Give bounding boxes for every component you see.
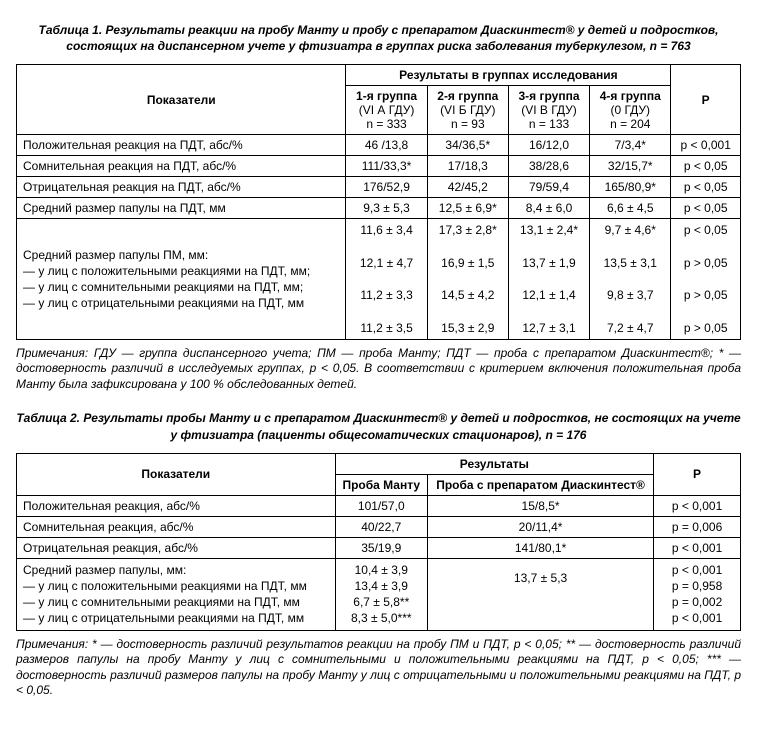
table-row: Сомнительная реакция, абс/%40/22,720/11,… <box>17 516 741 537</box>
t2-h-indicators: Показатели <box>17 453 336 495</box>
table-row: Средний размер папулы на ПДТ, мм9,3 ± 5,… <box>17 198 741 219</box>
t2-c2: Проба с препаратом Диаскинтест® <box>427 474 653 495</box>
table-row: Отрицательная реакция, абс/%35/19,9141/8… <box>17 537 741 558</box>
t1-g1: 1-я группа(VI А ГДУ)n = 333 <box>346 86 427 135</box>
table-row: Сомнительная реакция на ПДТ, абс/%111/33… <box>17 156 741 177</box>
table1-title: Таблица 1. Результаты реакции на пробу М… <box>16 22 741 54</box>
table1-note: Примечания: ГДУ — группа диспансерного у… <box>16 346 741 393</box>
t1-h-p: P <box>671 65 741 135</box>
table2-title: Таблица 2. Результаты пробы Манту и с пр… <box>16 410 741 442</box>
t1-h-indicators: Показатели <box>17 65 346 135</box>
table-row: Положительная реакция на ПДТ, абс/%46 /1… <box>17 135 741 156</box>
t2-h-p: P <box>654 453 741 495</box>
t1-g3: 3-я группа(VI В ГДУ)n = 133 <box>508 86 589 135</box>
table2: Показатели Результаты P Проба Манту Проб… <box>16 453 741 631</box>
t1-h-results: Результаты в группах исследования <box>346 65 671 86</box>
table-row: Средний размер папулы, мм:— у лиц с поло… <box>17 558 741 630</box>
table-row: Средний размер папулы ПМ, мм:— у лиц с п… <box>17 219 741 339</box>
table1: Показатели Результаты в группах исследов… <box>16 64 741 339</box>
t1-g2: 2-я группа(VI Б ГДУ)n = 93 <box>427 86 508 135</box>
table-row: Отрицательная реакция на ПДТ, абс/%176/5… <box>17 177 741 198</box>
table-row: Положительная реакция, абс/%101/57,015/8… <box>17 495 741 516</box>
t1-g4: 4-я группа(0 ГДУ)n = 204 <box>590 86 671 135</box>
table2-note: Примечания: * — достоверность различий р… <box>16 637 741 699</box>
t2-h-results: Результаты <box>335 453 654 474</box>
t2-c1: Проба Манту <box>335 474 427 495</box>
